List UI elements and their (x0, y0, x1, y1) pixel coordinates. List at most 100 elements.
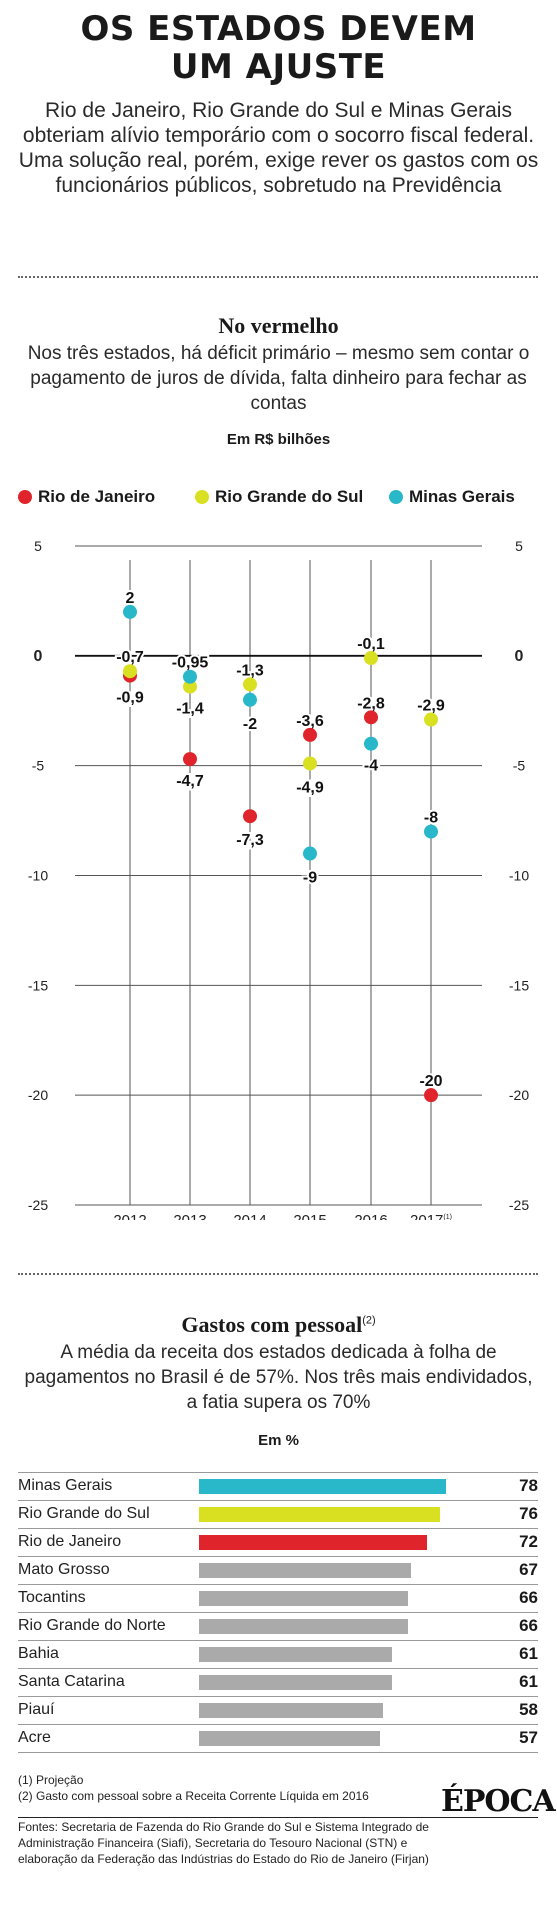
data-point (243, 677, 257, 692)
bar-category-label: Bahia (18, 1645, 59, 1662)
data-label: -9 (303, 870, 317, 887)
bar-value-label: 57 (519, 1728, 538, 1747)
bar-row: Tocantins 66 (18, 1584, 538, 1612)
page-title-line2: UM AJUSTE (170, 47, 387, 87)
data-point (123, 604, 137, 619)
data-label: -20 (419, 1073, 442, 1090)
x-tick-label: 2014 (233, 1212, 266, 1220)
bar (199, 1507, 440, 1522)
data-point (183, 752, 197, 767)
data-point (424, 824, 438, 839)
data-label: -4,7 (176, 773, 204, 790)
section1-description: Nos três estados, há déficit primário – … (27, 343, 530, 414)
page-title: OS ESTADOS DEVEM UM AJUSTE (0, 10, 557, 86)
data-label: -2,9 (417, 698, 445, 715)
section2-description: A média da receita dos estados dedicada … (24, 1342, 533, 1413)
legend-label: Minas Gerais (409, 487, 515, 506)
legend-dot-icon (18, 490, 32, 504)
data-label: -2 (243, 716, 257, 733)
bar-row: Rio de Janeiro 72 (18, 1528, 538, 1556)
intro-text: Rio de Janeiro, Rio Grande do Sul e Mina… (18, 99, 539, 197)
bar-row: Minas Gerais 78 (18, 1472, 538, 1500)
data-point (424, 1088, 438, 1103)
section1-title: No vermelho (218, 313, 339, 338)
bar-value-label: 67 (519, 1560, 538, 1579)
data-label: -1,3 (236, 662, 264, 679)
bar (199, 1535, 427, 1550)
legend-dot-icon (195, 490, 209, 504)
bar (199, 1479, 446, 1494)
bar-value-label: 76 (519, 1504, 538, 1523)
section2-title: Gastos com pessoal(2) (0, 1312, 557, 1338)
bar-row: Santa Catarina 61 (18, 1668, 538, 1696)
data-point (183, 669, 197, 684)
bar (199, 1563, 412, 1578)
divider (18, 1817, 538, 1818)
bar-value-label: 66 (519, 1616, 538, 1635)
y-tick-label-left: -20 (28, 1087, 48, 1103)
legend-dot-icon (389, 490, 403, 504)
data-point (364, 736, 378, 751)
data-label: -0,7 (116, 649, 144, 666)
y-tick-label-left: 5 (34, 538, 42, 554)
data-label: 2 (126, 590, 135, 607)
y-tick-label-right: 5 (515, 538, 523, 554)
bar-category-label: Rio Grande do Norte (18, 1617, 166, 1634)
personnel-bar-chart: Minas Gerais 78 Rio Grande do Sul 76 Rio de … (18, 1472, 538, 1753)
y-tick-label-right: -15 (509, 977, 529, 993)
y-tick-label-left: -5 (32, 758, 45, 774)
bar-value-label: 61 (519, 1644, 538, 1663)
data-label: -3,6 (296, 713, 324, 730)
bar-value-label: 72 (519, 1532, 538, 1551)
data-point (364, 651, 378, 666)
bar-category-label: Rio Grande do Sul (18, 1505, 150, 1522)
epoca-logo: ÉPOCA (441, 1784, 556, 1819)
y-tick-label-right: -20 (509, 1087, 529, 1103)
bar-category-label: Acre (18, 1729, 51, 1746)
bar-value-label: 58 (519, 1700, 538, 1719)
x-tick-label: 2017(1) (410, 1212, 452, 1220)
data-point (123, 664, 137, 679)
data-point (364, 710, 378, 725)
bar-category-label: Santa Catarina (18, 1673, 125, 1690)
data-label: -1,4 (176, 701, 204, 718)
x-tick-label: 2013 (173, 1212, 206, 1220)
data-point (424, 712, 438, 727)
footnote-2: (2) Gasto com pessoal sobre a Receita Co… (18, 1789, 369, 1803)
y-tick-label-right: -25 (509, 1197, 529, 1213)
data-label: -7,3 (236, 832, 264, 849)
bar (199, 1591, 408, 1606)
bar-value-label: 78 (519, 1476, 538, 1495)
data-label: -4 (364, 758, 378, 775)
legend-item-rio-grande-do-sul: Rio Grande do Sul (195, 487, 363, 507)
x-tick-label: 2015 (293, 1212, 326, 1220)
chart-legend: Rio de Janeiro Rio Grande do Sul Minas G… (0, 487, 557, 509)
y-tick-label-left: -10 (28, 868, 48, 884)
y-tick-label-left: -15 (28, 977, 48, 993)
footnote-1: (1) Projeção (18, 1773, 84, 1787)
divider (18, 1273, 538, 1275)
data-label: -8 (424, 810, 438, 827)
legend-item-rio-de-janeiro: Rio de Janeiro (18, 487, 155, 507)
x-tick-label: 2012 (113, 1212, 146, 1220)
data-point (303, 846, 317, 861)
page-title-line1: OS ESTADOS DEVEM (80, 9, 477, 49)
sources-text: Fontes: Secretaria de Fazenda do Rio Gra… (18, 1820, 429, 1866)
bar-value-label: 61 (519, 1672, 538, 1691)
bar-row: Acre 57 (18, 1724, 538, 1753)
bar-category-label: Rio de Janeiro (18, 1533, 122, 1550)
footnotes: (1) Projeção (2) Gasto com pessoal sobre… (18, 1772, 369, 1804)
bar-row: Bahia 61 (18, 1640, 538, 1668)
bar (199, 1675, 393, 1690)
deficit-chart: 5 5 0 0 -5 -5 -10 -10 -15 -15 -20 -20 -25 -25 2012 2013… (28, 538, 529, 1220)
bar-category-label: Mato Grosso (18, 1561, 110, 1578)
section2-title-note: (2) (362, 1314, 376, 1327)
bar-category-label: Minas Gerais (18, 1477, 113, 1494)
section2-unit: Em % (258, 1432, 299, 1449)
legend-label: Rio Grande do Sul (215, 487, 364, 506)
data-label: -0,1 (357, 636, 385, 653)
data-label: -4,9 (296, 779, 324, 796)
bar-category-label: Piauí (18, 1701, 55, 1718)
data-point (303, 756, 317, 771)
data-point (183, 679, 197, 694)
